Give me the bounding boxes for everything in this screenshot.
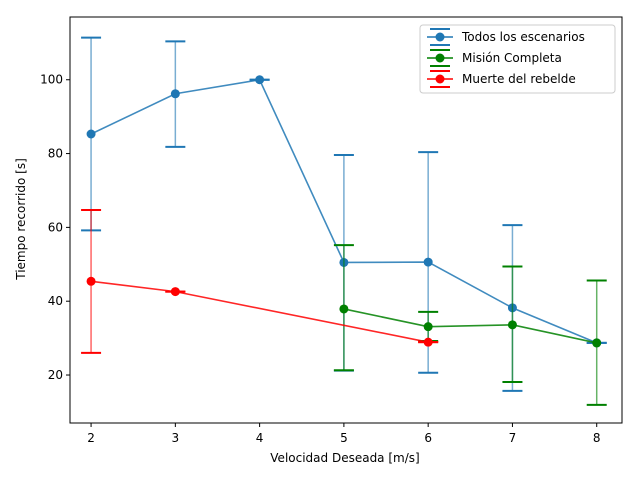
legend: Todos los escenarios Misión Completa Muert…	[419, 24, 616, 94]
x-tick-label: 6	[424, 431, 432, 445]
axes: 2 3 4 5 6 7 8 20 40 60 80 100	[40, 73, 600, 445]
plot-area	[81, 36, 607, 406]
series-line	[90, 280, 429, 343]
x-tick-label: 5	[340, 431, 348, 445]
data-point	[255, 75, 265, 85]
legend-box	[419, 24, 616, 94]
y-axis-label: Tiempo recorrido [s]	[14, 158, 28, 281]
series-1	[333, 244, 607, 406]
x-tick-label: 2	[87, 431, 95, 445]
y-tick-label: 60	[48, 220, 63, 234]
series-2	[81, 209, 439, 354]
data-point	[507, 320, 517, 330]
data-point	[592, 338, 602, 348]
data-point	[170, 89, 180, 99]
legend-marker	[435, 74, 445, 84]
data-point	[423, 322, 433, 332]
legend-label: Muerte del rebelde	[462, 72, 576, 86]
axes-frame	[69, 16, 623, 424]
data-point	[423, 257, 433, 267]
y-tick-label: 40	[48, 294, 63, 308]
x-tick-label: 3	[172, 431, 180, 445]
x-tick-label: 7	[509, 431, 517, 445]
data-point	[86, 276, 96, 286]
x-tick-label: 8	[593, 431, 601, 445]
x-tick-label: 4	[256, 431, 264, 445]
data-point	[86, 129, 96, 139]
y-tick-label: 20	[48, 368, 63, 382]
legend-label: Misión Completa	[462, 51, 562, 65]
data-point	[339, 304, 349, 314]
legend-label: Todos los escenarios	[461, 30, 585, 44]
data-point	[170, 287, 180, 297]
y-tick-label: 100	[40, 73, 63, 87]
y-tick-label: 80	[48, 147, 63, 161]
data-point	[423, 337, 433, 347]
legend-marker	[435, 32, 445, 42]
legend-marker	[435, 53, 445, 63]
x-axis-label: Velocidad Deseada [m/s]	[270, 451, 419, 465]
series-line	[343, 308, 597, 344]
